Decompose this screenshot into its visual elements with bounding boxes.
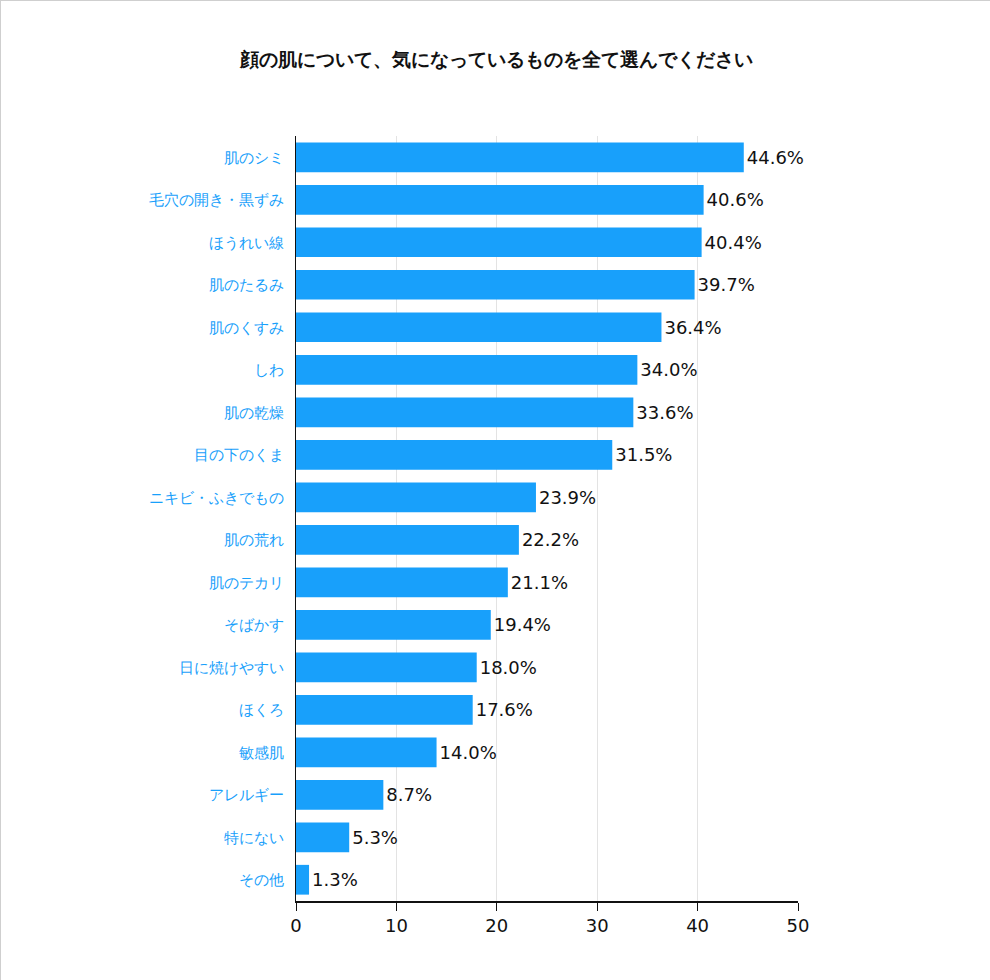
- svg-text:44.6%: 44.6%: [747, 147, 804, 168]
- svg-text:21.1%: 21.1%: [511, 572, 568, 593]
- svg-text:ほうれい線: ほうれい線: [209, 234, 284, 252]
- svg-text:23.9%: 23.9%: [539, 487, 596, 508]
- svg-text:ほくろ: ほくろ: [239, 701, 284, 719]
- svg-text:肌の乾燥: 肌の乾燥: [224, 404, 284, 422]
- svg-text:39.7%: 39.7%: [698, 274, 755, 295]
- svg-text:ニキビ・ふきでもの: ニキビ・ふきでもの: [149, 489, 284, 507]
- svg-text:40: 40: [686, 915, 709, 936]
- svg-text:40.4%: 40.4%: [705, 232, 762, 253]
- svg-text:19.4%: 19.4%: [494, 614, 551, 635]
- svg-text:肌のシミ: 肌のシミ: [224, 149, 284, 167]
- svg-text:しわ: しわ: [254, 361, 284, 379]
- svg-text:0: 0: [290, 915, 301, 936]
- svg-text:肌のテカリ: 肌のテカリ: [209, 574, 284, 592]
- svg-text:20: 20: [485, 915, 508, 936]
- svg-text:肌のくすみ: 肌のくすみ: [209, 319, 284, 337]
- svg-text:10: 10: [385, 915, 408, 936]
- svg-text:8.7%: 8.7%: [386, 784, 432, 805]
- svg-text:肌の荒れ: 肌の荒れ: [224, 531, 284, 549]
- svg-text:5.3%: 5.3%: [352, 827, 398, 848]
- svg-text:34.0%: 34.0%: [640, 359, 697, 380]
- svg-text:30: 30: [586, 915, 609, 936]
- svg-text:17.6%: 17.6%: [476, 699, 533, 720]
- svg-text:そばかす: そばかす: [224, 616, 284, 634]
- svg-text:31.5%: 31.5%: [615, 444, 672, 465]
- svg-text:アレルギー: アレルギー: [209, 786, 284, 804]
- svg-text:14.0%: 14.0%: [440, 742, 497, 763]
- svg-text:目の下のくま: 目の下のくま: [194, 446, 284, 464]
- svg-text:18.0%: 18.0%: [480, 657, 537, 678]
- svg-text:40.6%: 40.6%: [707, 189, 764, 210]
- svg-text:顔の肌について、気になっているものを全て選んでください: 顔の肌について、気になっているものを全て選んでください: [239, 48, 753, 70]
- svg-text:36.4%: 36.4%: [664, 317, 721, 338]
- svg-text:敏感肌: 敏感肌: [239, 744, 284, 762]
- svg-text:日に焼けやすい: 日に焼けやすい: [179, 659, 284, 677]
- svg-text:その他: その他: [239, 871, 284, 889]
- svg-text:22.2%: 22.2%: [522, 529, 579, 550]
- svg-text:特にない: 特にない: [224, 829, 284, 847]
- svg-text:33.6%: 33.6%: [636, 402, 693, 423]
- svg-text:毛穴の開き・黒ずみ: 毛穴の開き・黒ずみ: [149, 191, 284, 209]
- svg-text:50: 50: [787, 915, 810, 936]
- svg-text:肌のたるみ: 肌のたるみ: [209, 276, 284, 294]
- svg-text:1.3%: 1.3%: [312, 869, 358, 890]
